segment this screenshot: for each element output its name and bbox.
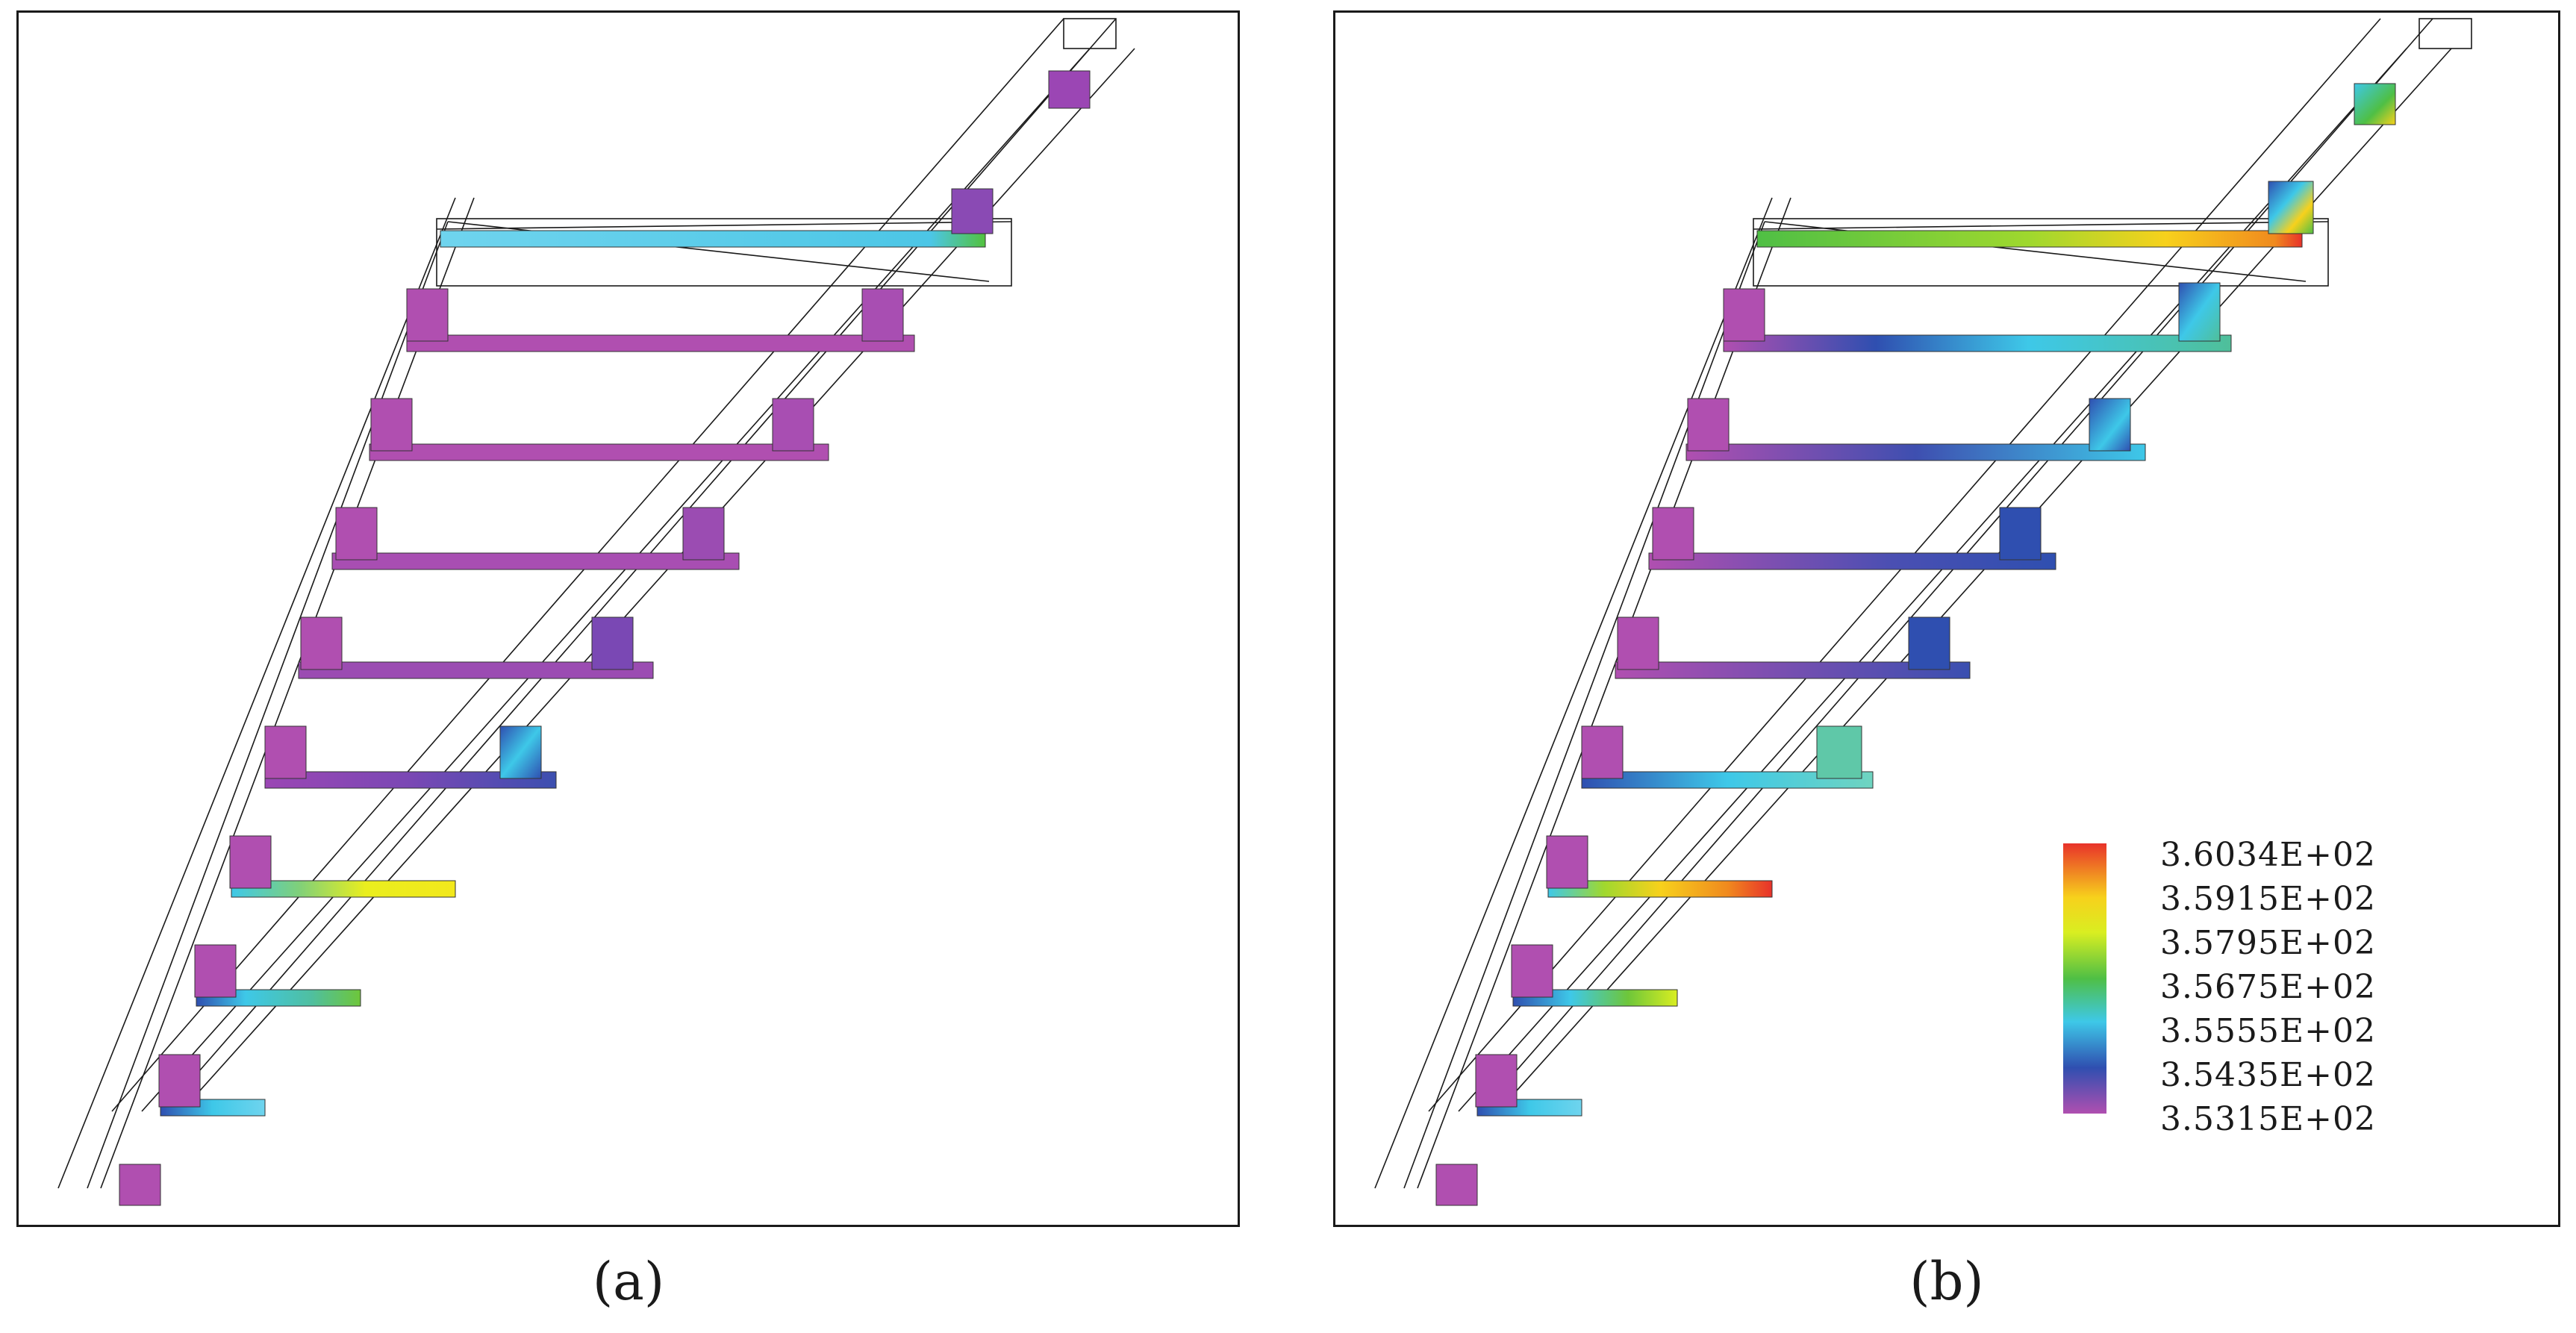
- legend-label: 3.5315E+02: [2160, 1100, 2376, 1138]
- panel-b: [1333, 10, 2560, 1227]
- wireframe: [1374, 18, 2472, 1189]
- legend-label: 3.5675E+02: [2160, 968, 2376, 1006]
- left-nodes: [119, 288, 449, 1206]
- legend-label: 3.5915E+02: [2160, 880, 2376, 918]
- right-nodes: [499, 70, 1091, 779]
- beams: [1476, 334, 2232, 1117]
- legend-labels: 3.6034E+02 3.5915E+02 3.5795E+02 3.5675E…: [2160, 833, 2376, 1141]
- legend-label: 3.6034E+02: [2160, 836, 2376, 874]
- legend-color-bar: [2063, 843, 2106, 1114]
- legend-label: 3.5555E+02: [2160, 1012, 2376, 1050]
- caption-a: (a): [592, 1251, 665, 1312]
- beam-1: [1756, 230, 2303, 248]
- beam-1: [440, 230, 986, 248]
- right-nodes: [1816, 83, 2396, 779]
- panel-b-diagram: [1374, 18, 2472, 1206]
- caption-b: (b): [1909, 1251, 1984, 1312]
- legend-label: 3.5435E+02: [2160, 1056, 2376, 1094]
- panel-a: [16, 10, 1240, 1227]
- legend-label: 3.5795E+02: [2160, 924, 2376, 962]
- panel-a-diagram: [57, 18, 1135, 1206]
- color-legend: 3.6034E+02 3.5915E+02 3.5795E+02 3.5675E…: [2063, 833, 2451, 1138]
- left-nodes: [1435, 288, 1765, 1206]
- beams: [160, 334, 915, 1117]
